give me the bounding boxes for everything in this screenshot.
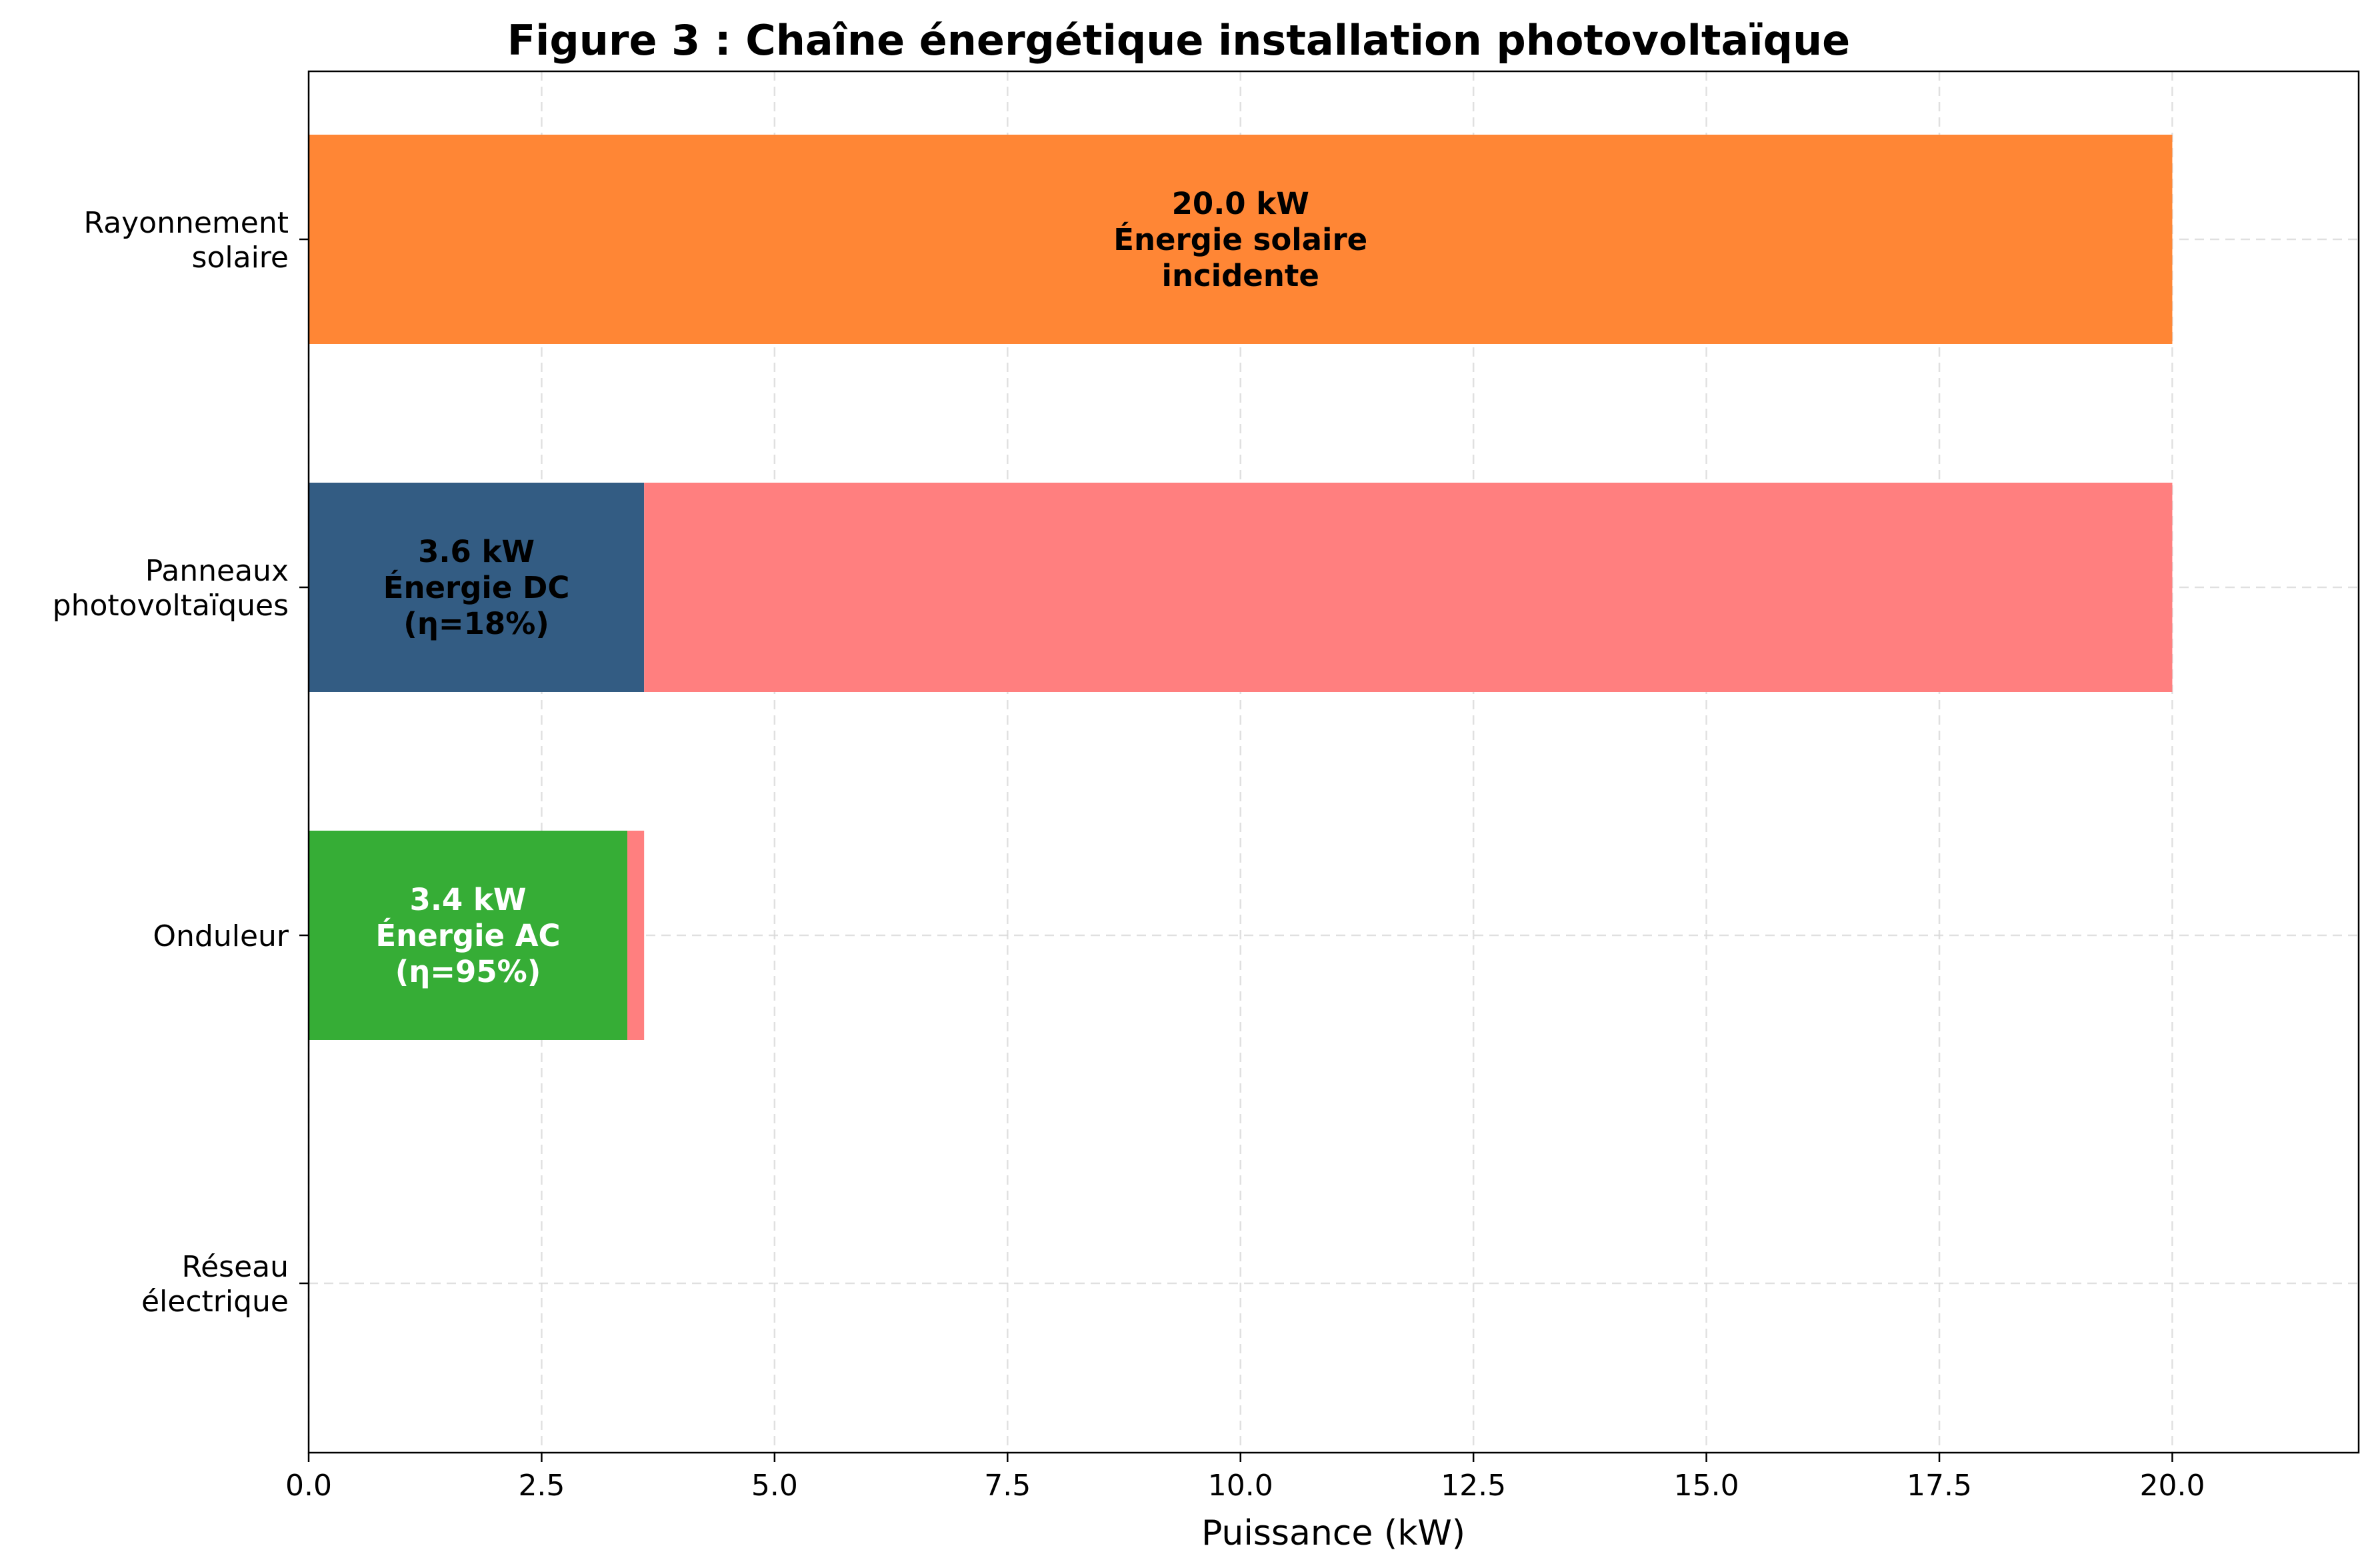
x-tick-label: 5.0: [751, 1469, 798, 1503]
bar-segment: [309, 135, 2173, 344]
y-tick-label: Réseau: [181, 1250, 289, 1284]
bar-label: (η=95%): [395, 954, 541, 989]
plot-frame: [307, 70, 2360, 1454]
x-tick-label: 12.5: [1441, 1469, 1506, 1503]
y-tick-label: Rayonnement: [84, 206, 289, 240]
bar-label: incidente: [1162, 258, 1319, 293]
bar-label: 3.4 kW: [410, 882, 527, 917]
bar-segment: [644, 483, 2173, 692]
x-tick-label: 7.5: [984, 1469, 1031, 1503]
bar-label: 20.0 kW: [1172, 186, 1309, 221]
bar-segment: [309, 483, 645, 692]
x-tick-label: 20.0: [2139, 1469, 2205, 1503]
y-tick-label: électrique: [141, 1285, 289, 1319]
bar-segment: [309, 831, 628, 1040]
bar-label: Énergie DC: [383, 570, 570, 605]
y-tick-label: Onduleur: [153, 919, 289, 953]
bar-label: (η=18%): [403, 606, 549, 641]
x-tick-label: 10.0: [1208, 1469, 1273, 1503]
x-tick-label: 2.5: [518, 1469, 565, 1503]
y-tick-label: solaire: [192, 241, 289, 275]
y-tick-label: Panneaux: [145, 554, 289, 588]
chart-title: Figure 3 : Chaîne énergétique installati…: [507, 16, 1850, 65]
x-axis-label: Puissance (kW): [1201, 1513, 1465, 1553]
bar-label: Énergie AC: [375, 918, 560, 953]
bars: [309, 135, 2173, 1040]
x-tick-label: 0.0: [285, 1469, 332, 1503]
bar-label: 3.6 kW: [418, 534, 535, 569]
axes: 0.0 2.5 5.0 7.5 10.0 12.5 15.0 17.5 20.0 Rayonnem…: [53, 70, 2360, 1503]
bar-label: Énergie solaire: [1113, 222, 1367, 257]
x-tick-label: 17.5: [1907, 1469, 1972, 1503]
y-tick-label: photovoltaïques: [53, 589, 289, 623]
bar-segment: [627, 831, 645, 1040]
x-tick-label: 15.0: [1674, 1469, 1739, 1503]
